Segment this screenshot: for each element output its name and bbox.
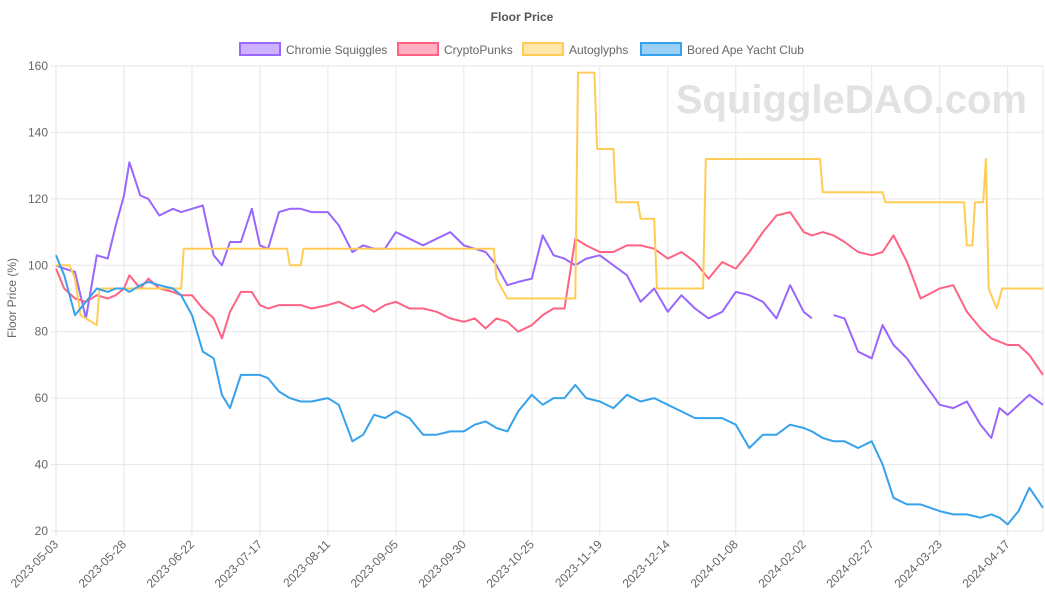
x-tick-label: 2024-02-02 (756, 537, 810, 591)
watermark-text: SquiggleDAO.com (676, 78, 1027, 122)
legend-swatch (640, 42, 682, 56)
y-axis-ticks: 20 40 60 80 100 120 140 160 (28, 59, 48, 538)
legend-swatch (397, 42, 439, 56)
chart-title: Floor Price (491, 10, 554, 24)
legend-label: Bored Ape Yacht Club (687, 43, 804, 57)
series-line-chromie-squiggles (55, 161, 1044, 439)
x-tick-label: 2023-05-03 (8, 537, 62, 591)
x-tick-label: 2024-01-08 (688, 537, 742, 591)
y-axis-label: Floor Price (%) (5, 258, 19, 338)
y-tick-label: 140 (28, 125, 48, 139)
legend-label: Autoglyphs (569, 43, 628, 57)
y-tick-label: 100 (28, 258, 48, 272)
x-tick-label: 2023-12-14 (620, 537, 674, 591)
y-tick-label: 80 (35, 325, 49, 339)
legend-label: Chromie Squiggles (286, 43, 387, 57)
x-tick-label: 2023-06-22 (144, 537, 198, 591)
x-tick-label: 2023-07-17 (212, 537, 266, 591)
legend-item-bored-ape-yacht-club[interactable]: Bored Ape Yacht Club (640, 42, 804, 57)
x-tick-label: 2024-02-27 (824, 537, 878, 591)
x-tick-label: 2023-09-05 (348, 537, 402, 591)
series-line-bored-ape-yacht-club (55, 254, 1044, 526)
x-tick-label: 2023-11-19 (552, 537, 605, 590)
legend[interactable]: Chromie Squiggles CryptoPunks Autoglyphs Bo… (239, 42, 804, 57)
x-tick-label: 2024-03-23 (891, 537, 945, 591)
legend-swatch (522, 42, 564, 56)
y-tick-label: 60 (35, 391, 49, 405)
y-tick-label: 160 (28, 59, 48, 73)
x-tick-label: 2023-08-11 (280, 537, 333, 590)
grid-lines (51, 65, 1044, 536)
legend-swatch (239, 42, 281, 56)
x-tick-label: 2023-05-28 (76, 537, 130, 591)
y-tick-label: 20 (35, 524, 49, 538)
x-tick-label: 2024-04-17 (959, 537, 1013, 591)
series-line-cryptopunks (55, 211, 1044, 376)
series-lines (55, 71, 1044, 526)
x-tick-label: 2023-09-30 (416, 537, 470, 591)
x-axis-ticks: 2023-05-03 2023-05-28 2023-06-22 2023-07-17… (8, 537, 1013, 591)
y-tick-label: 120 (28, 192, 48, 206)
legend-item-chromie-squiggles[interactable]: Chromie Squiggles (239, 42, 387, 57)
series-line-autoglyphs (56, 71, 1043, 327)
legend-item-autoglyphs[interactable]: Autoglyphs (522, 42, 628, 57)
legend-label: CryptoPunks (444, 43, 513, 57)
legend-item-cryptopunks[interactable]: CryptoPunks (397, 42, 513, 57)
y-tick-label: 40 (35, 458, 49, 472)
x-tick-label: 2023-10-25 (484, 537, 538, 591)
